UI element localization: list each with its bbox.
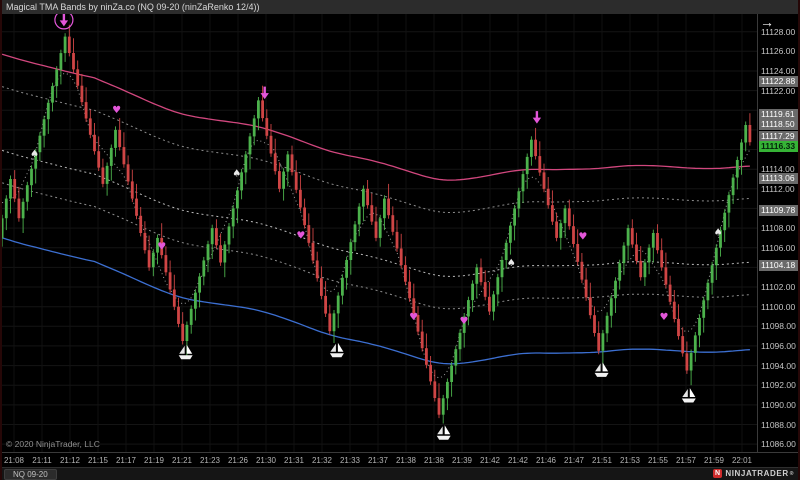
price-tick-label: 11106.00 (761, 242, 796, 253)
indicator-value-badge: 11119.61 (759, 108, 800, 120)
spade-marker-icon: ♠ (507, 258, 516, 269)
indicator-value-badge: 11117.29 (759, 131, 800, 143)
heart-marker-icon: ♥ (578, 231, 587, 242)
time-tick-label: 21:21 (171, 456, 193, 465)
time-tick-label: 21:59 (703, 456, 725, 465)
price-tick-label: 11092.00 (761, 380, 796, 391)
time-tick-label: 21:51 (591, 456, 613, 465)
time-tick-label: 21:32 (311, 456, 333, 465)
time-tick-label: 21:37 (367, 456, 389, 465)
time-tick-label: 21:30 (255, 456, 277, 465)
time-tick-label: 21:57 (675, 456, 697, 465)
price-tick-label: 11114.00 (761, 164, 795, 175)
time-tick-label: 21:17 (115, 456, 137, 465)
price-tick-label: 11094.00 (761, 360, 796, 371)
tab-nq-09-20[interactable]: NQ 09-20 (4, 468, 57, 480)
indicator-value-badge: 11109.78 (759, 205, 800, 217)
time-tick-label: 21:46 (535, 456, 557, 465)
tma-bands (1, 53, 751, 379)
heart-marker-icon: ♥ (660, 312, 669, 323)
copyright-text: © 2020 NinjaTrader, LLC (6, 439, 100, 449)
time-tick-label: 21:31 (283, 456, 305, 465)
time-tick-label: 21:53 (619, 456, 641, 465)
time-tick-label: 21:12 (59, 456, 81, 465)
down-arrow-signal-icon (260, 86, 269, 100)
ninjatrader-logo-icon: N (713, 469, 723, 478)
price-tick-label: 11086.00 (761, 439, 796, 450)
registered-trademark-symbol: ® (789, 470, 794, 477)
time-tick-label: 21:26 (227, 456, 249, 465)
time-tick-label: 21:08 (3, 456, 25, 465)
price-tick-label: 11090.00 (761, 399, 796, 410)
down-arrow-signal-icon (54, 14, 74, 30)
indicator-value-badge: 11122.88 (759, 76, 800, 88)
time-tick-label: 21:38 (395, 456, 417, 465)
price-tick-label: 11108.00 (761, 223, 796, 234)
time-tick-label: 21:47 (563, 456, 585, 465)
indicator-value-badge: 11113.06 (759, 172, 800, 184)
renko-candles (0, 24, 752, 424)
spade-marker-icon: ♠ (30, 149, 39, 160)
ship-marker-icon (436, 425, 451, 440)
price-tick-label: 11112.00 (761, 183, 795, 194)
price-chart-canvas[interactable]: ♥ ♥ ♥ ♥ ♥ ♥ ♥ ♠ ♠ ♠ ♠ (0, 14, 757, 452)
ninjatrader-brand: N NINJATRADER ® (713, 469, 794, 478)
heart-marker-icon: ♥ (296, 231, 305, 242)
price-tick-label: 11088.00 (761, 419, 796, 430)
time-tick-label: 21:55 (647, 456, 669, 465)
heart-marker-icon: ♥ (409, 312, 418, 323)
price-tick-label: 11124.00 (761, 65, 796, 76)
price-tick-label: 11122.00 (761, 85, 796, 96)
time-tick-label: 21:33 (339, 456, 361, 465)
ship-marker-icon (594, 362, 609, 377)
time-tick-label: 22:01 (731, 456, 753, 465)
bottom-tab-bar: NQ 09-20 N NINJATRADER ® (0, 467, 800, 480)
ninjatrader-brand-text: NINJATRADER (725, 469, 789, 478)
indicator-value-badge: 11118.50 (759, 119, 800, 131)
price-axis[interactable]: 11086.00 11088.00 11090.00 11092.00 11094.00… (757, 14, 800, 452)
price-tick-label: 11126.00 (761, 46, 796, 57)
time-tick-label: 21:39 (451, 456, 473, 465)
window-edge-left (0, 0, 2, 480)
down-arrow-signal-icon (532, 111, 542, 124)
time-tick-label: 21:42 (479, 456, 501, 465)
price-tick-label: 11128.00 (761, 26, 796, 37)
price-tick-label: 11102.00 (761, 282, 796, 292)
price-tick-label: 11096.00 (761, 340, 796, 351)
go-to-latest-bar-icon[interactable]: → (760, 14, 774, 30)
spade-marker-icon: ♠ (232, 169, 241, 180)
window-edge-right (798, 0, 800, 480)
time-axis[interactable]: 21:08 21:11 21:12 21:15 21:17 21:19 21:21 21:23… (0, 452, 800, 467)
time-tick-label: 21:23 (199, 456, 221, 465)
chart-title-text: Magical TMA Bands by ninZa.co (NQ 09-20 … (6, 2, 260, 12)
heart-marker-icon: ♥ (460, 316, 469, 327)
time-tick-label: 21:38 (423, 456, 445, 465)
chart-titlebar: Magical TMA Bands by ninZa.co (NQ 09-20 … (0, 0, 800, 14)
grid-lines (0, 14, 757, 452)
last-price-badge: 11116.33 (759, 140, 800, 152)
price-tick-label: 11098.00 (761, 321, 796, 332)
heart-marker-icon: ♥ (112, 105, 121, 116)
indicator-value-badge: 11104.18 (759, 260, 800, 272)
spade-marker-icon: ♠ (714, 228, 723, 239)
price-tick-label: 11100.00 (761, 301, 796, 312)
time-tick-label: 21:15 (87, 456, 109, 465)
heart-marker-icon: ♥ (157, 241, 166, 252)
ship-marker-icon (681, 388, 696, 403)
ship-marker-icon (178, 344, 193, 360)
time-tick-label: 21:42 (507, 456, 529, 465)
time-tick-label: 21:19 (143, 456, 165, 465)
time-tick-label: 21:11 (32, 456, 52, 465)
ship-marker-icon (329, 342, 344, 358)
